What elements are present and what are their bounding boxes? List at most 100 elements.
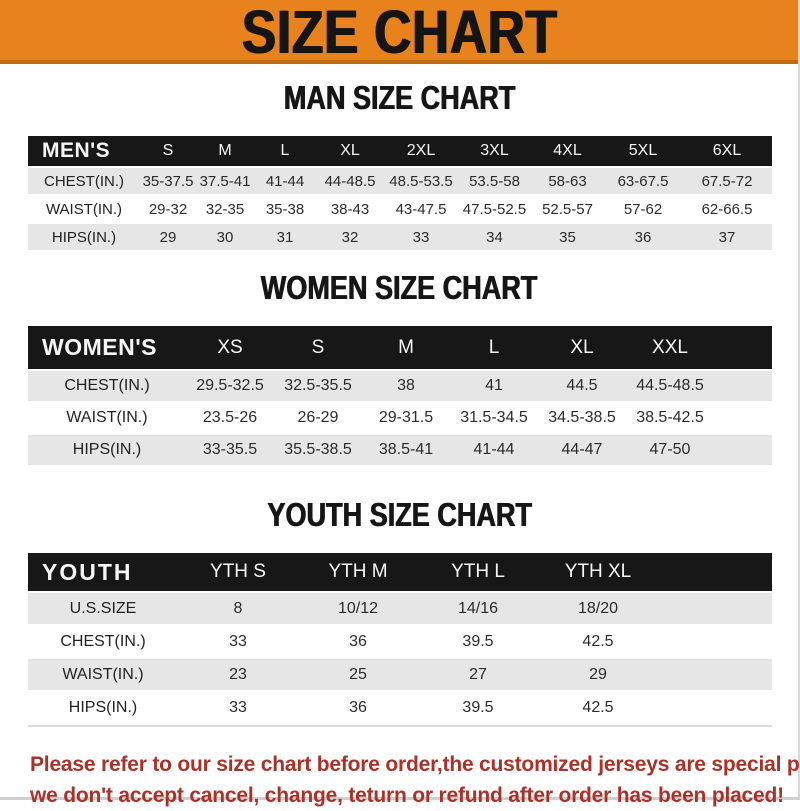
table-row: CHEST(IN.) 35-37.5 37.5-41 41-44 44-48.5 48.5… (28, 168, 772, 194)
header-spacer (714, 326, 772, 369)
size-cell: 39.5 (418, 692, 538, 723)
table-title: WOMEN'S (28, 326, 186, 369)
size-cell: 38.5-42.5 (626, 403, 714, 433)
row-label: CHEST(IN.) (28, 371, 186, 401)
table-row: WAIST(IN.) 29-32 32-35 35-38 38-43 43-47.5 47.… (28, 196, 772, 222)
size-column-header: XS (186, 326, 274, 369)
size-column-header: 6XL (682, 136, 772, 166)
size-cell: 37 (682, 224, 772, 250)
size-cell: 36 (298, 626, 418, 657)
row-spacer (658, 692, 772, 723)
size-column-header: YTH M (298, 553, 418, 591)
size-column-header: 3XL (458, 136, 531, 166)
size-cell: 23 (178, 659, 298, 690)
size-column-header: YTH XL (538, 553, 658, 591)
row-label: WAIST(IN.) (28, 659, 178, 690)
disclaimer-line-1: Please refer to our size chart before or… (30, 753, 800, 776)
header-spacer (658, 553, 772, 591)
women-size-table: WOMEN'S XS S M L XL XXL CHEST(IN.) 29.5-32.5 32.5… (28, 324, 772, 467)
size-cell: 29-32 (140, 196, 196, 222)
row-label: HIPS(IN.) (28, 435, 186, 465)
table-row: CHEST(IN.) 29.5-32.5 32.5-35.5 38 41 44.5 44.5… (28, 371, 772, 401)
women-section-heading-text: WOMEN SIZE CHART (260, 269, 538, 306)
size-cell: 29.5-32.5 (186, 371, 274, 401)
size-column-header: 5XL (604, 136, 682, 166)
table-row: HIPS(IN.) 29 30 31 32 33 34 35 36 37 (28, 224, 772, 250)
youth-size-table: YOUTH YTH S YTH M YTH L YTH XL U.S.SIZE 8 10/12… (28, 551, 772, 727)
size-cell: 27 (418, 659, 538, 690)
man-section-heading-text: MAN SIZE CHART (283, 79, 515, 116)
row-spacer (714, 403, 772, 433)
size-cell: 38 (362, 371, 450, 401)
table-header-row: MEN'S S M L XL 2XL 3XL 4XL 5XL 6XL (28, 136, 772, 166)
size-column-header: M (196, 136, 254, 166)
table-row: HIPS(IN.) 33-35.5 35.5-38.5 38.5-41 41-44 44-… (28, 435, 772, 465)
size-cell: 47.5-52.5 (458, 196, 531, 222)
size-cell: 14/16 (418, 593, 538, 624)
table-row: CHEST(IN.) 33 36 39.5 42.5 (28, 626, 772, 657)
size-cell: 31.5-34.5 (450, 403, 538, 433)
size-cell: 29 (538, 659, 658, 690)
size-cell: 63-67.5 (604, 168, 682, 194)
women-size-chart-section: WOMEN SIZE CHART WOMEN'S XS S M L XL XXL CHEST(… (0, 270, 798, 467)
size-cell: 37.5-41 (196, 168, 254, 194)
size-column-header: YTH S (178, 553, 298, 591)
size-cell: 47-50 (626, 435, 714, 465)
size-cell: 30 (196, 224, 254, 250)
table-header-row: YOUTH YTH S YTH M YTH L YTH XL (28, 553, 772, 591)
women-section-heading: WOMEN SIZE CHART (0, 270, 798, 306)
table-title: YOUTH (28, 553, 178, 591)
row-label: U.S.SIZE (28, 593, 178, 624)
size-cell: 41 (450, 371, 538, 401)
size-cell: 34.5-38.5 (538, 403, 626, 433)
size-cell: 41-44 (254, 168, 316, 194)
size-cell: 29-31.5 (362, 403, 450, 433)
row-label: WAIST(IN.) (28, 196, 140, 222)
row-label: CHEST(IN.) (28, 168, 140, 194)
size-cell: 57-62 (604, 196, 682, 222)
size-cell: 52.5-57 (531, 196, 604, 222)
row-spacer (714, 435, 772, 465)
men-size-table: MEN'S S M L XL 2XL 3XL 4XL 5XL 6XL CHEST(IN.) 35-37… (28, 134, 772, 252)
size-column-header: XXL (626, 326, 714, 369)
size-cell: 44-48.5 (316, 168, 384, 194)
size-column-header: S (140, 136, 196, 166)
youth-section-heading: YOUTH SIZE CHART (0, 497, 798, 533)
banner: SIZE CHART (0, 0, 798, 64)
size-cell: 58-63 (531, 168, 604, 194)
size-cell: 26-29 (274, 403, 362, 433)
size-cell: 44.5 (538, 371, 626, 401)
row-spacer (658, 593, 772, 624)
row-label: CHEST(IN.) (28, 626, 178, 657)
table-row: WAIST(IN.) 23 25 27 29 (28, 659, 772, 690)
table-row: WAIST(IN.) 23.5-26 26-29 29-31.5 31.5-34.5 34… (28, 403, 772, 433)
size-cell: 32 (316, 224, 384, 250)
size-cell: 44.5-48.5 (626, 371, 714, 401)
disclaimer-note: Please refer to our size chart before or… (30, 749, 800, 811)
man-section-heading: MAN SIZE CHART (0, 80, 798, 116)
size-cell: 35-37.5 (140, 168, 196, 194)
table-row: HIPS(IN.) 33 36 39.5 42.5 (28, 692, 772, 723)
page-title: SIZE CHART (241, 0, 557, 64)
size-cell: 44-47 (538, 435, 626, 465)
size-cell: 53.5-58 (458, 168, 531, 194)
size-column-header: S (274, 326, 362, 369)
size-cell: 33 (178, 692, 298, 723)
table-title: MEN'S (28, 136, 140, 166)
size-cell: 67.5-72 (682, 168, 772, 194)
size-cell: 36 (298, 692, 418, 723)
size-column-header: XL (538, 326, 626, 369)
size-cell: 41-44 (450, 435, 538, 465)
size-cell: 36 (604, 224, 682, 250)
size-cell: 38-43 (316, 196, 384, 222)
row-spacer (658, 626, 772, 657)
size-cell: 25 (298, 659, 418, 690)
size-cell: 62-66.5 (682, 196, 772, 222)
size-cell: 39.5 (418, 626, 538, 657)
size-column-header: 4XL (531, 136, 604, 166)
table-row: U.S.SIZE 8 10/12 14/16 18/20 (28, 593, 772, 624)
size-column-header: YTH L (418, 553, 538, 591)
row-spacer (714, 371, 772, 401)
size-cell: 35 (531, 224, 604, 250)
